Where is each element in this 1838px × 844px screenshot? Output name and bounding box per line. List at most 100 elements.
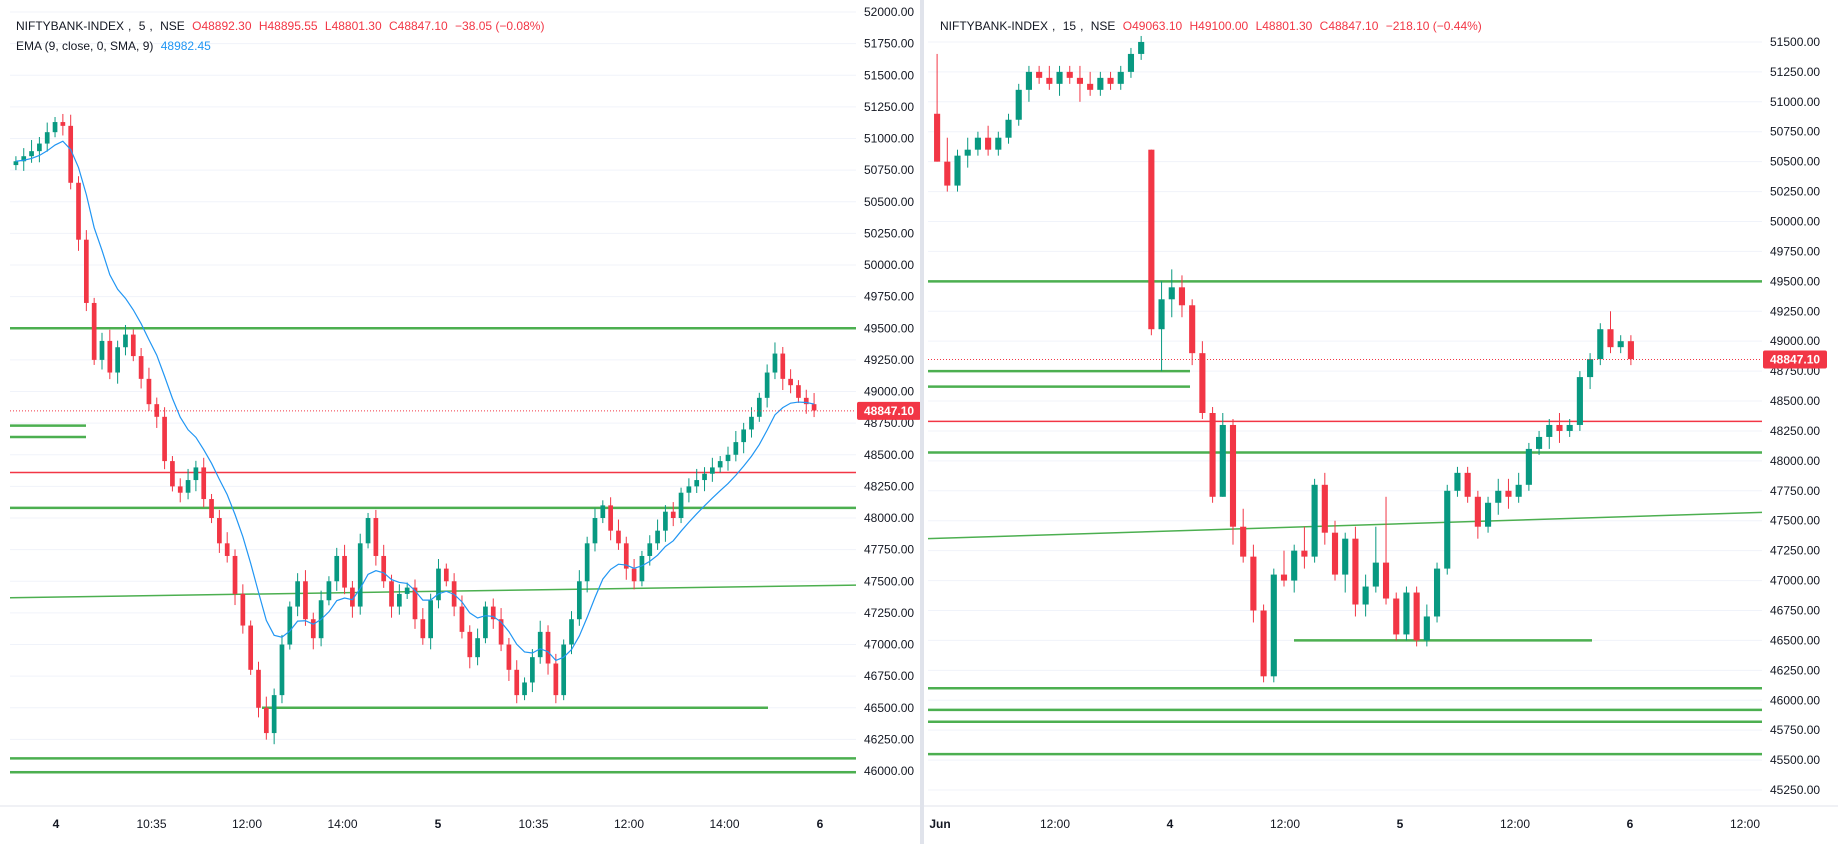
left-candle-body — [616, 530, 621, 544]
left-candle-body — [154, 404, 160, 417]
right-open: O49063.10 — [1122, 19, 1183, 33]
left-chart-panel[interactable]: 52000.00 51750.00 51500.00 51250.00 51000.00… — [0, 0, 920, 844]
left-x-tick-label: 14:00 — [709, 817, 739, 831]
left-candle-body — [780, 353, 786, 379]
left-y-tick-label: 47750.00 — [864, 543, 914, 557]
left-chart-svg[interactable]: 52000.00 51750.00 51500.00 51250.00 51000.00… — [0, 0, 920, 844]
left-high: H48895.55 — [258, 19, 318, 33]
panel-divider[interactable] — [920, 0, 924, 844]
left-trend-line[interactable] — [9, 584, 857, 599]
right-candle-body — [1617, 341, 1624, 348]
right-y-tick-label: 46250.00 — [1770, 663, 1820, 677]
right-chart-svg[interactable]: 51500.00 51250.00 51000.00 50750.00 50500.00… — [924, 0, 1838, 844]
right-candle-body — [985, 137, 992, 150]
left-y-tick-label: 47500.00 — [864, 574, 914, 588]
left-y-tick-label: 52000.00 — [864, 5, 914, 19]
right-x-tick-label: 12:00 — [1500, 817, 1530, 831]
left-legend: NIFTYBANK-INDEX, 5, NSE O48892.30 H48895… — [16, 16, 548, 56]
left-candle-body — [490, 606, 496, 620]
right-candle-body — [1474, 496, 1481, 527]
right-x-tick-label: 5 — [1397, 817, 1404, 831]
left-candle-body — [217, 518, 222, 544]
right-candle-body — [1607, 329, 1614, 348]
right-candle-body — [1311, 484, 1318, 557]
left-last-price-tag[interactable]: 48847.10 — [857, 401, 920, 420]
left-candle-body — [678, 492, 684, 519]
right-x-tick-label: 4 — [1167, 817, 1174, 831]
left-y-tick-label: 48500.00 — [864, 448, 914, 462]
right-candle-body — [1076, 77, 1084, 84]
right-candle-body — [1087, 83, 1094, 90]
right-close: C48847.10 — [1319, 19, 1379, 33]
left-candle-body — [224, 543, 230, 556]
right-y-tick-label: 50250.00 — [1770, 185, 1820, 199]
left-candle-body — [263, 707, 269, 734]
left-candle-body — [498, 619, 504, 645]
left-candle-body — [295, 581, 300, 607]
left-y-tick-label: 49500.00 — [864, 321, 914, 335]
right-candle-body — [1168, 287, 1175, 300]
right-candle-body — [1454, 472, 1461, 491]
right-exchange: NSE — [1090, 19, 1116, 33]
right-y-tick-label: 48000.00 — [1770, 454, 1820, 468]
right-candle-body — [1240, 526, 1247, 557]
left-candle-body — [459, 606, 465, 632]
right-candle-body — [944, 161, 951, 186]
left-change: −38.05 (−0.08%) — [455, 19, 545, 33]
left-candle-body — [639, 555, 645, 582]
right-high: H49100.00 — [1189, 19, 1249, 33]
left-candle-body — [475, 638, 480, 658]
right-candle-body — [1587, 359, 1594, 378]
right-candle-body — [1362, 586, 1369, 605]
right-candle-body — [1148, 149, 1155, 330]
right-change: −218.10 (−0.44%) — [1385, 19, 1482, 33]
left-candle-body — [592, 518, 598, 544]
left-y-tick-label: 51500.00 — [864, 68, 914, 82]
left-y-tick-label: 46750.00 — [864, 669, 914, 683]
right-candle-body — [1209, 413, 1216, 497]
left-candle-body — [209, 499, 214, 519]
right-y-tick-label: 49250.00 — [1770, 304, 1820, 318]
right-chart-panel[interactable]: 51500.00 51250.00 51000.00 50750.00 50500.00… — [924, 0, 1838, 844]
left-x-tick-label: 10:35 — [136, 817, 166, 831]
right-candle-body — [1413, 592, 1420, 641]
right-candle-body — [1423, 616, 1430, 641]
left-y-tick-label: 46250.00 — [864, 732, 914, 746]
left-ema-label: EMA (9, close, 0, SMA, 9) — [16, 39, 154, 53]
left-indicator-row[interactable]: EMA (9, close, 0, SMA, 9) 48982.45 — [16, 36, 548, 56]
left-candle-body — [232, 555, 238, 594]
right-candle-body — [1138, 41, 1145, 54]
left-candle-body — [373, 518, 379, 556]
right-candle-body — [1525, 448, 1532, 485]
right-last-price-tag[interactable]: 48847.10 — [1763, 350, 1827, 369]
left-y-tick-label: 49250.00 — [864, 353, 914, 367]
left-last-price-tag-bg — [857, 401, 920, 420]
left-candle-body — [436, 568, 441, 601]
right-y-tick-label: 50000.00 — [1770, 214, 1820, 228]
left-candle-body — [686, 486, 692, 493]
left-candle-body — [506, 644, 512, 670]
right-candle-body — [1342, 538, 1349, 575]
left-y-tick-label: 49000.00 — [864, 385, 914, 399]
right-y-tick-label: 51250.00 — [1770, 65, 1820, 79]
right-last-price-tag-label: 48847.10 — [1770, 352, 1820, 366]
left-interval: 5 — [138, 19, 146, 33]
left-candle-body — [13, 161, 19, 166]
right-candle-body — [1219, 424, 1226, 497]
left-candle-body — [811, 404, 817, 411]
left-last-price-tag-label: 48847.10 — [864, 404, 914, 418]
right-candle-body — [1127, 53, 1135, 72]
right-trend-line[interactable] — [927, 511, 1763, 540]
right-candle-body — [1199, 353, 1206, 413]
right-symbol: NIFTYBANK-INDEX — [940, 19, 1049, 33]
left-candle-body — [647, 543, 653, 556]
right-candle-body — [1556, 424, 1563, 431]
right-x-tick-label: 12:00 — [1730, 817, 1760, 831]
left-candle-body — [91, 302, 97, 360]
right-y-tick-label: 49750.00 — [1770, 244, 1820, 258]
right-x-tick-label: 12:00 — [1270, 817, 1300, 831]
left-x-tick-label: 12:00 — [232, 817, 262, 831]
left-candle-body — [256, 669, 261, 708]
right-candle-body — [1005, 119, 1012, 138]
right-candle-body — [1382, 562, 1390, 599]
